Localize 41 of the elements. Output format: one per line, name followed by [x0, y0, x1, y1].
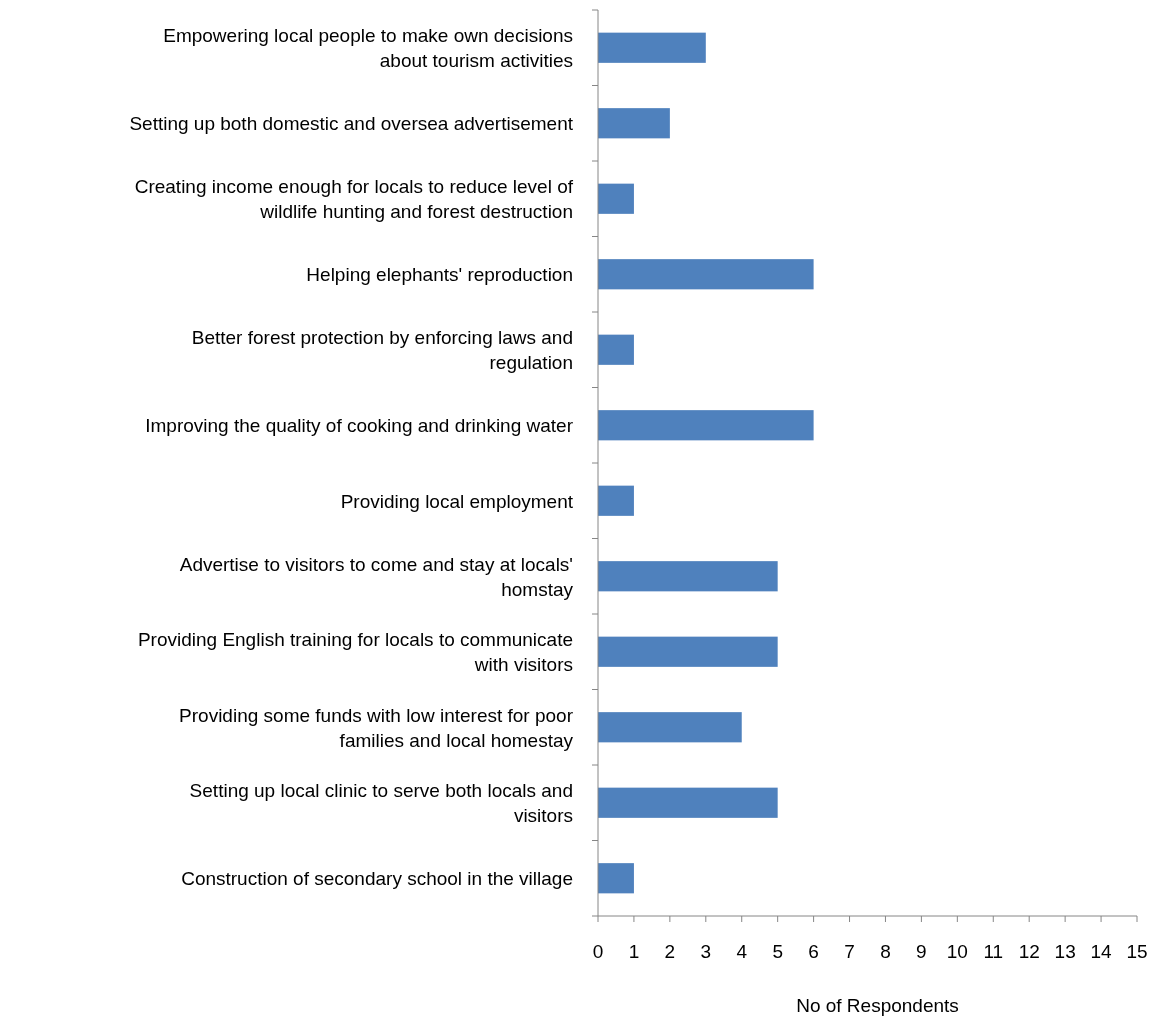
- y-tick-label: Helping elephants' reproduction: [306, 263, 573, 285]
- bar: [598, 863, 634, 894]
- x-tick-label: 8: [880, 941, 891, 962]
- y-tick-label: Providing some funds with low interest for poor families and local homestay: [179, 704, 574, 751]
- x-tick-label: 10: [946, 941, 968, 962]
- x-tick-label: 3: [700, 941, 712, 962]
- bar: [598, 410, 814, 441]
- x-tick-label: 15: [1126, 941, 1148, 962]
- y-tick-label: Providing English training for locals to communicate with visitors: [137, 628, 573, 675]
- x-tick-label: 6: [808, 941, 819, 962]
- y-tick-label: Advertise to visitors to come and stay at locals' homstay: [179, 553, 574, 600]
- x-tick-label: 9: [916, 941, 927, 962]
- y-tick-label: Setting up both domestic and oversea advertisement: [129, 112, 574, 134]
- x-tick-label: 14: [1090, 941, 1113, 962]
- x-tick-label: 11: [983, 941, 1004, 962]
- x-tick-label: 13: [1054, 941, 1076, 962]
- y-tick-label: Better forest protection by enforcing laws and regulation: [191, 326, 573, 373]
- y-tick-label: Improving the quality of cooking and drinking water: [145, 414, 574, 436]
- bar: [598, 787, 778, 818]
- y-tick-label: Setting up local clinic to serve both locals and visitors: [189, 779, 573, 826]
- bar: [598, 636, 778, 667]
- x-tick-label: 1: [628, 941, 640, 962]
- x-tick-label: 4: [736, 941, 748, 962]
- x-axis-title: No of Respondents: [796, 995, 959, 1016]
- y-tick-label: Creating income enough for locals to reduce level of wildlife hunting and forest destruction: [134, 175, 574, 222]
- bar: [598, 334, 634, 365]
- bar: [598, 712, 742, 743]
- bar: [598, 108, 670, 139]
- bar: [598, 485, 634, 516]
- y-tick-label: Construction of secondary school in the village: [181, 867, 573, 889]
- x-tick-label: 7: [844, 941, 855, 962]
- x-tick-label: 5: [772, 941, 783, 962]
- bar: [598, 32, 706, 63]
- y-tick-label: Providing local employment: [340, 490, 574, 512]
- x-tick-label: 0: [592, 941, 604, 962]
- x-tick-label: 12: [1018, 941, 1040, 962]
- y-tick-label: Empowering local people to make own decisions about tourism activities: [163, 24, 573, 71]
- x-tick-label: 2: [664, 941, 676, 962]
- bar: [598, 561, 778, 592]
- bar: [598, 259, 814, 290]
- bar: [598, 183, 634, 214]
